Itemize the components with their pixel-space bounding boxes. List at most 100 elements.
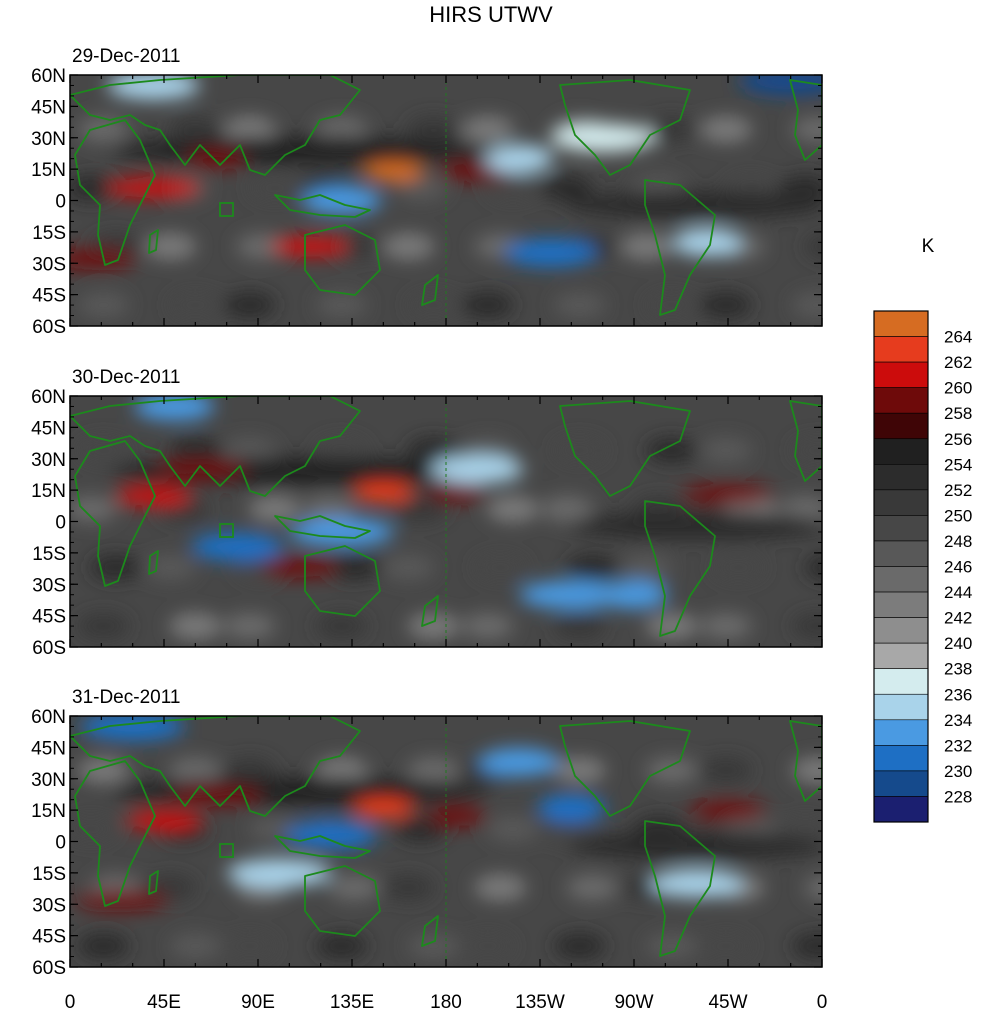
colorbar-swatch (873, 770, 929, 797)
colorbar-label: 238 (944, 660, 972, 679)
x-tick-label: 0 (65, 992, 76, 1013)
y-tick-label: 60N (31, 66, 66, 87)
field-feature (126, 810, 202, 831)
colorbar-label: 248 (944, 532, 972, 551)
panel-1: 29-Dec-2011 60N 45N 30N 15N 0 15S 30S 45S 60S (31, 46, 823, 338)
y-tick-label: 15S (32, 223, 66, 244)
panel-2-coastlines (70, 396, 822, 637)
y-tick-label: 15S (32, 544, 66, 565)
colorbar-swatch (873, 796, 929, 823)
y-tick-label: 45S (32, 927, 66, 948)
field-feature (426, 482, 487, 503)
colorbar-label: 252 (944, 481, 972, 500)
colorbar-label: 240 (944, 634, 972, 653)
field-feature (115, 486, 192, 507)
field-feature (76, 890, 169, 911)
colorbar-units: K (922, 236, 935, 257)
colorbar-swatch (873, 463, 929, 491)
panel-1-coastlines (70, 75, 822, 316)
colorbar-label: 234 (944, 711, 972, 730)
y-tick-label: 15N (31, 801, 66, 822)
colorbar-swatch (873, 361, 929, 388)
colorbar-label: 258 (944, 404, 972, 423)
colorbar-label: 250 (944, 506, 972, 525)
panel-2-field (70, 396, 822, 647)
field-feature (504, 238, 597, 267)
panel-1-field (70, 75, 822, 326)
y-tick-label: 30N (31, 450, 66, 471)
colorbar-swatch (873, 591, 929, 618)
chart-title: HIRS UTWV (429, 2, 553, 27)
y-tick-label: 0 (55, 513, 66, 534)
colorbar-label: 228 (944, 787, 972, 806)
field-feature (738, 75, 822, 96)
y-tick-label: 45N (31, 97, 66, 118)
y-tick-label: 60S (32, 958, 66, 979)
panel-3: 31-Dec-2011 60N 45N 30N 15N 0 15S 30S 45S 60S (31, 687, 823, 979)
field-feature (272, 236, 349, 257)
colorbar-swatch (873, 693, 929, 721)
y-tick-label: 30N (31, 770, 66, 791)
colorbar-swatch (873, 719, 929, 746)
y-tick-label: 45S (32, 607, 66, 628)
field-feature (431, 455, 524, 484)
field-feature (289, 517, 394, 546)
y-tick-label: 15N (31, 481, 66, 502)
colorbar-label: 262 (944, 353, 972, 372)
x-tick-label: 135E (330, 992, 374, 1013)
y-tick-label: 30S (32, 575, 66, 596)
colorbar-swatch (873, 489, 929, 516)
x-tick-label: 45E (147, 992, 181, 1013)
panel-3-axes: 60N 45N 30N 15N 0 15S 30S 45S 60S (31, 707, 823, 979)
field-feature (673, 228, 742, 257)
field-feature (170, 785, 263, 806)
field-feature (107, 177, 200, 198)
field-feature (426, 806, 487, 827)
colorbar-swatch (873, 540, 929, 567)
colorbar-label: 254 (944, 455, 972, 474)
x-tick-label: 45W (708, 992, 747, 1013)
y-tick-label: 30S (32, 254, 66, 275)
field-feature (353, 798, 414, 819)
panel-3-coastlines (70, 716, 822, 957)
colorbar-label: 256 (944, 430, 972, 449)
field-feature (479, 748, 560, 777)
colorbar-swatch (873, 668, 929, 695)
x-tick-label: 135W (515, 992, 565, 1013)
y-tick-label: 0 (55, 192, 66, 213)
colorbar-label: 242 (944, 609, 972, 628)
field-feature (537, 794, 606, 823)
x-tick-label: 90W (614, 992, 653, 1013)
y-tick-label: 30S (32, 895, 66, 916)
field-feature (191, 532, 284, 561)
y-tick-label: 60S (32, 638, 66, 659)
y-tick-label: 15S (32, 864, 66, 885)
colorbar-swatch (873, 438, 929, 465)
colorbar-label: 244 (944, 583, 972, 602)
colorbar-label: 260 (944, 379, 972, 398)
field-feature (690, 800, 766, 821)
panel-2: 30-Dec-2011 60N 45N 30N 15N 0 15S 30S 45S 60S (31, 367, 823, 659)
field-feature (682, 484, 774, 505)
panel-1-axes: 60N 45N 30N 15N 0 15S 30S 45S 60S (31, 66, 823, 338)
field-feature (155, 459, 248, 480)
y-tick-label: 0 (55, 833, 66, 854)
colorbar-swatch (873, 515, 929, 542)
colorbar-swatch (873, 412, 929, 440)
field-feature (261, 557, 338, 578)
x-tick-label: 0 (817, 992, 828, 1013)
colorbar-label: 232 (944, 736, 972, 755)
x-tick-label: 90E (241, 992, 275, 1013)
y-tick-label: 60N (31, 707, 66, 728)
y-tick-label: 30N (31, 129, 66, 150)
y-tick-label: 15N (31, 160, 66, 181)
field-feature (600, 580, 668, 609)
colorbar-swatch (873, 387, 929, 414)
colorbar: 264 262 260 258 256 254 252 250 248 246 244 242 240 2… (873, 310, 972, 823)
field-feature (363, 161, 424, 182)
panel-1-date: 29-Dec-2011 (72, 46, 180, 67)
field-feature (519, 580, 624, 609)
y-tick-label: 60S (32, 317, 66, 338)
x-tick-label: 180 (430, 992, 462, 1013)
